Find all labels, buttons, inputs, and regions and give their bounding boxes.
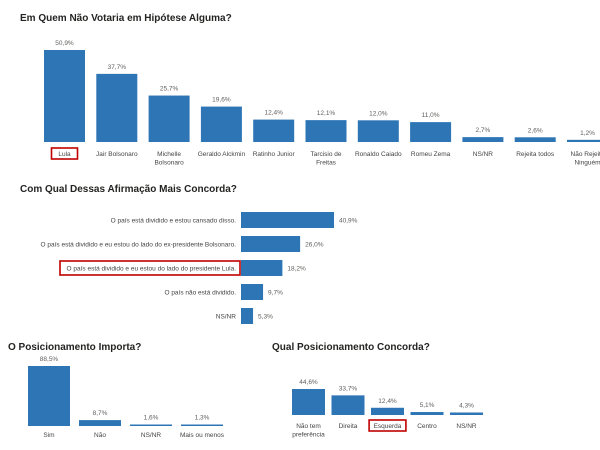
chart1-category-label: Tarcisio de xyxy=(310,151,341,158)
chart4-value-label: 5,1% xyxy=(420,402,435,409)
chart4-title: Qual Posicionamento Concorda? xyxy=(272,342,430,353)
chart1-bar xyxy=(410,122,452,142)
chart3-value-label: 8,7% xyxy=(93,410,108,417)
chart4-bar xyxy=(331,395,365,415)
chart4-category-label: NS/NR xyxy=(456,423,477,430)
chart1-bar xyxy=(200,106,242,142)
chart3-category-label: NS/NR xyxy=(141,432,162,439)
chart4-bar xyxy=(292,389,325,415)
chart4-highlight-box xyxy=(368,419,407,432)
chart1-category-label: Geraldo Alckmin xyxy=(198,151,246,158)
chart3-bar xyxy=(181,424,223,426)
chart3-value-label: 1,3% xyxy=(195,415,210,422)
chart4-bar xyxy=(450,412,483,415)
chart2-category-label: NS/NR xyxy=(216,314,237,321)
chart1-value-label: 11,0% xyxy=(422,112,440,119)
chart2-category-label: O país está dividido e eu estou do lado … xyxy=(67,266,237,273)
chart3-value-label: 88,5% xyxy=(40,356,59,363)
chart1-bar xyxy=(357,120,399,142)
chart3-category-label: Mais ou menos xyxy=(180,432,225,439)
chart1-bar xyxy=(148,95,190,142)
chart1-category-label: Ninguém xyxy=(574,160,600,167)
chart2-value-label: 26,0% xyxy=(305,242,324,249)
chart1-category-label: NS/NR xyxy=(473,151,494,158)
chart2-category-label: O país está dividido e eu estou do lado … xyxy=(41,242,237,249)
chart1-value-label: 50,9% xyxy=(55,40,74,47)
chart2-value-label: 40,9% xyxy=(339,218,358,225)
chart1-value-label: 25,7% xyxy=(160,86,179,93)
chart1-value-label: 2,7% xyxy=(475,127,490,134)
chart4-bar xyxy=(410,412,444,415)
chart4-value-label: 44,6% xyxy=(299,379,318,386)
chart1-category-label: Não Rejeita xyxy=(571,151,600,158)
chart4-value-label: 12,4% xyxy=(378,398,397,405)
chart4-category-label: preferência xyxy=(292,432,325,439)
chart4-category-label: Esquerda xyxy=(374,423,402,430)
chart1-value-label: 37,7% xyxy=(108,64,127,71)
chart2-bar xyxy=(241,212,334,228)
chart1-category-label: Michelle xyxy=(157,151,181,158)
chart1-bar xyxy=(567,139,600,142)
chart1-bar xyxy=(253,119,295,142)
chart1-title: Em Quem Não Votaria em Hipótese Alguma? xyxy=(20,13,232,24)
chart1-category-label: Freitas xyxy=(316,160,337,167)
chart1-bar xyxy=(514,137,556,142)
chart3-category-label: Sim xyxy=(43,432,54,439)
chart3-bar xyxy=(130,424,172,426)
chart4-category-label: Não tem xyxy=(296,423,321,430)
chart2-bar xyxy=(241,260,283,276)
chart2-bar xyxy=(241,236,301,252)
chart4-value-label: 4,3% xyxy=(459,402,474,409)
chart4-value-label: 33,7% xyxy=(339,385,358,392)
chart1-value-label: 12,1% xyxy=(317,110,336,117)
chart1-bar xyxy=(44,50,85,142)
chart1-category-label: Lula xyxy=(58,151,71,158)
chart2-highlight-box xyxy=(59,260,241,276)
chart1-category-label: Jair Bolsonaro xyxy=(96,151,138,158)
chart3-bar xyxy=(79,420,121,426)
chart2-category-label: O país não está dividido. xyxy=(164,290,236,297)
chart1-highlight-box xyxy=(50,147,79,160)
chart2-value-label: 18,2% xyxy=(287,266,306,273)
chart3-bar xyxy=(28,366,70,426)
chart1-value-label: 2,6% xyxy=(528,127,543,134)
chart4-category-label: Centro xyxy=(417,423,437,430)
chart1-value-label: 1,2% xyxy=(580,130,595,137)
chart2-value-label: 9,7% xyxy=(268,290,283,297)
chart1-value-label: 19,6% xyxy=(212,97,231,104)
chart2-title: Com Qual Dessas Afirmação Mais Concorda? xyxy=(20,184,237,195)
chart2-bar xyxy=(241,284,264,300)
chart4-bar xyxy=(371,407,404,415)
chart1-value-label: 12,4% xyxy=(264,110,283,117)
chart1-category-label: Ronaldo Caiado xyxy=(355,151,402,158)
chart1-bar xyxy=(462,137,504,142)
chart1-bar xyxy=(96,73,138,142)
chart4-category-label: Direita xyxy=(339,423,358,430)
chart3-title: O Posicionamento Importa? xyxy=(8,342,142,353)
chart1-category-label: Romeu Zema xyxy=(411,151,451,158)
chart1-bar xyxy=(305,120,347,142)
chart3-category-label: Não xyxy=(94,432,106,439)
chart1-category-label: Ratinho Junior xyxy=(253,151,296,158)
chart2-bar xyxy=(241,308,254,324)
chart2-category-label: O país está dividido e estou cansado dis… xyxy=(111,218,237,225)
chart1-category-label: Rejeita todos xyxy=(516,151,555,158)
chart2-value-label: 5,3% xyxy=(258,314,273,321)
chart3-value-label: 1,6% xyxy=(144,415,159,422)
chart1-category-label: Bolsonaro xyxy=(154,160,184,167)
chart1-value-label: 12,0% xyxy=(369,110,388,117)
